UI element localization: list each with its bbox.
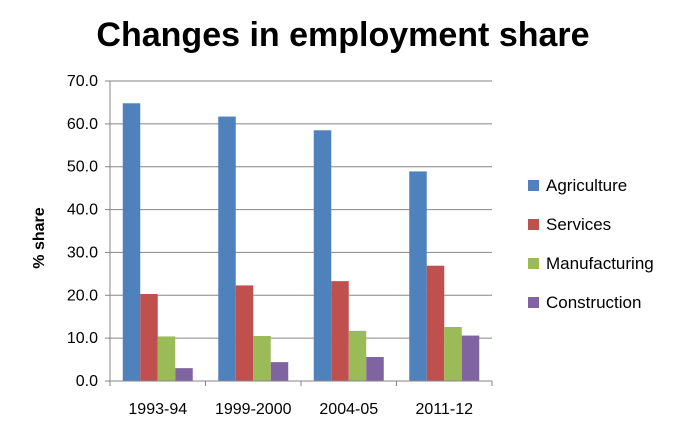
bar-services-2011-12 <box>426 265 445 381</box>
bar-manufacturing-1993-94 <box>157 336 176 381</box>
bar-services-1993-94 <box>140 294 158 381</box>
y-tick-label: 0.0 <box>76 373 98 390</box>
chart-title: Changes in employment share <box>96 16 589 54</box>
y-tick-label: 40.0 <box>67 202 98 219</box>
bar-services-2004-05 <box>331 281 349 381</box>
bar-agriculture-1999-2000 <box>218 116 236 382</box>
y-tick-label: 50.0 <box>67 159 98 176</box>
bar-construction-1999-2000 <box>270 362 289 381</box>
x-tick-label: 1993-94 <box>128 401 187 418</box>
bar-agriculture-2004-05 <box>313 130 332 381</box>
bar-agriculture-1993-94 <box>122 103 141 382</box>
y-tick-label: 20.0 <box>67 287 98 304</box>
bar-construction-2011-12 <box>461 335 480 381</box>
y-tick-label: 60.0 <box>67 116 98 133</box>
y-axis-ticks: 0.0 10.0 20.0 30.0 40.0 50.0 60.0 70.0 <box>67 73 111 390</box>
x-tick-label: 1999-2000 <box>215 401 292 418</box>
legend-label-agriculture: Agriculture <box>546 176 627 195</box>
y-tick-label: 10.0 <box>67 330 98 347</box>
bars <box>122 103 480 382</box>
y-tick-label: 70.0 <box>67 73 98 90</box>
legend: Agriculture Services Manufacturing Construc… <box>528 176 654 312</box>
legend-label-manufacturing: Manufacturing <box>546 254 654 273</box>
legend-swatch-services <box>528 219 539 230</box>
bar-manufacturing-1999-2000 <box>253 336 271 381</box>
bar-agriculture-2011-12 <box>409 171 427 381</box>
y-tick-label: 30.0 <box>67 244 98 261</box>
bar-manufacturing-2004-05 <box>348 330 367 381</box>
x-tick-label: 2011-12 <box>415 401 473 418</box>
legend-label-services: Services <box>546 215 611 234</box>
bar-construction-2004-05 <box>366 357 384 381</box>
legend-label-construction: Construction <box>546 293 641 312</box>
legend-swatch-agriculture <box>528 180 539 191</box>
x-axis: 1993-94 1999-2000 2004-05 2011-12 <box>109 380 493 418</box>
x-tick-label: 2004-05 <box>319 401 378 418</box>
y-axis-label: % share <box>31 207 48 268</box>
legend-swatch-construction <box>528 297 539 308</box>
bar-construction-1993-94 <box>175 368 193 381</box>
bar-manufacturing-2011-12 <box>444 327 462 381</box>
bar-services-1999-2000 <box>235 285 254 381</box>
legend-swatch-manufacturing <box>528 258 539 269</box>
